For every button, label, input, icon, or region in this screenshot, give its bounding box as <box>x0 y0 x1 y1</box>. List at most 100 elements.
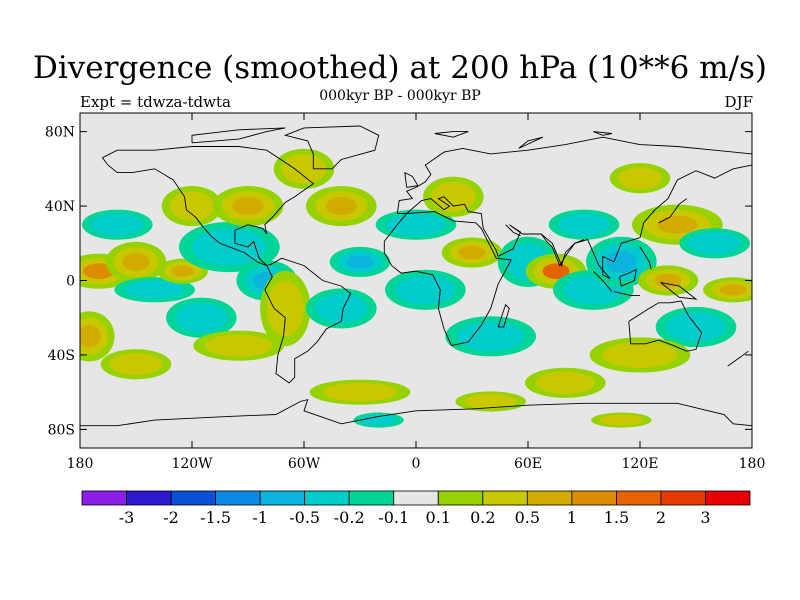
field-blob <box>329 246 391 277</box>
colorbar-label: 0.2 <box>470 508 495 527</box>
lat-tick-label: 0 <box>66 274 75 290</box>
coastline <box>102 146 315 267</box>
colorbar-swatch <box>126 490 172 506</box>
colorbar-label: 2 <box>656 508 666 527</box>
plot-title: Divergence (smoothed) at 200 hPa (10**6 … <box>33 50 767 86</box>
coastline <box>404 171 419 188</box>
field-blob <box>548 209 620 240</box>
field-blob <box>260 270 311 347</box>
field-blob <box>273 148 335 189</box>
field-blob <box>114 277 195 303</box>
coastline <box>434 131 469 138</box>
colorbar-label: -0.5 <box>289 508 320 527</box>
coastline <box>264 257 352 384</box>
field-blob <box>591 412 652 428</box>
map-axes: 80N 40N 0 40S 80S 180 120W 60W 0 60E 120E 180 <box>45 113 765 472</box>
colorbar-swatch <box>348 490 395 506</box>
field-blob <box>100 349 172 380</box>
coastline <box>613 291 640 296</box>
coastline <box>505 224 521 237</box>
field-blob <box>441 237 503 268</box>
field-blob <box>445 316 537 357</box>
colorbar-swatch <box>170 490 216 506</box>
colorbar-swatch <box>705 490 751 506</box>
colorbar-swatch <box>526 490 573 506</box>
coastline <box>80 398 752 427</box>
field-blob <box>423 176 484 217</box>
colorbar-swatch <box>616 490 662 506</box>
lat-tick-label: 40S <box>48 348 75 364</box>
colorbar-label: 0.1 <box>426 508 451 527</box>
field-blob <box>455 391 526 412</box>
lat-tick-label: 80N <box>45 125 75 141</box>
colorbar-label: -1.5 <box>200 508 231 527</box>
lat-tick-label: 80S <box>48 422 75 438</box>
coastline <box>592 270 613 292</box>
colorbar-swatch <box>304 490 350 506</box>
coastline <box>397 164 752 280</box>
field-blob <box>637 265 699 296</box>
lon-tick-label: 180 <box>739 456 766 472</box>
field-blob <box>375 209 457 240</box>
colorbar-swatch <box>571 490 617 506</box>
field-blob <box>306 288 377 329</box>
field-blob <box>80 311 115 362</box>
colorbar-swatch <box>482 490 528 506</box>
colorbar-label: -2 <box>163 508 179 527</box>
coastline <box>497 303 510 328</box>
field-blob <box>105 241 167 282</box>
coastline <box>540 233 585 267</box>
field-blob <box>655 306 737 348</box>
lon-tick-label: 0 <box>412 456 421 472</box>
field-blob <box>161 185 223 227</box>
coastline <box>658 198 687 224</box>
colorbar-swatch <box>393 490 439 506</box>
colorbar-swatch <box>259 490 306 506</box>
field-blob <box>679 228 750 259</box>
field-blob <box>385 269 466 310</box>
colorbar-label: -0.2 <box>334 508 365 527</box>
coastline <box>283 125 380 170</box>
coastline <box>660 281 698 300</box>
lat-tick-label: 40N <box>45 199 75 215</box>
plot-subtitle: 000kyr BP - 000kyr BP <box>319 88 481 104</box>
coastline <box>396 136 752 214</box>
coastlines <box>80 125 752 427</box>
lon-tick-label: 60W <box>288 456 321 472</box>
colorbar: -3 -2 -1.5 -1 -0.5 -0.2 -0.1 0.1 0.2 0.5 1 1.5 2 3 <box>81 490 751 527</box>
field-blob <box>193 330 285 361</box>
field-blob <box>353 412 404 428</box>
colorbar-label: 1.5 <box>604 508 629 527</box>
colorbar-swatch <box>215 490 261 506</box>
coastline <box>727 350 749 367</box>
lon-tick-label: 60E <box>514 456 542 472</box>
field-blob <box>82 209 153 240</box>
colorbar-label: -3 <box>119 508 135 527</box>
field-blob <box>525 367 606 398</box>
coastline <box>191 127 286 144</box>
field-blob <box>703 277 752 303</box>
lon-tick-label: 120E <box>622 456 659 472</box>
coastline <box>628 300 703 352</box>
colorbar-label: 1 <box>567 508 577 527</box>
field-blob <box>166 297 237 338</box>
coastline <box>619 268 637 287</box>
colorbar-swatch <box>81 490 127 506</box>
field-blob <box>589 337 691 373</box>
colorbar-label: -0.1 <box>378 508 409 527</box>
season-label: DJF <box>724 93 753 111</box>
lon-tick-label: 120W <box>171 456 213 472</box>
field-blob <box>306 185 377 227</box>
colorbar-label: -1 <box>252 508 268 527</box>
coastline <box>639 246 652 270</box>
coastline <box>383 211 512 347</box>
field-blob <box>586 236 657 288</box>
coastline <box>518 136 544 149</box>
experiment-label: Expt = tdwza-tdwta <box>80 93 231 111</box>
field-blob <box>212 185 284 227</box>
field-blob <box>609 163 671 194</box>
colorbar-swatch <box>660 490 706 506</box>
colorbar-label: 3 <box>700 508 710 527</box>
colorbar-swatch <box>437 490 484 506</box>
